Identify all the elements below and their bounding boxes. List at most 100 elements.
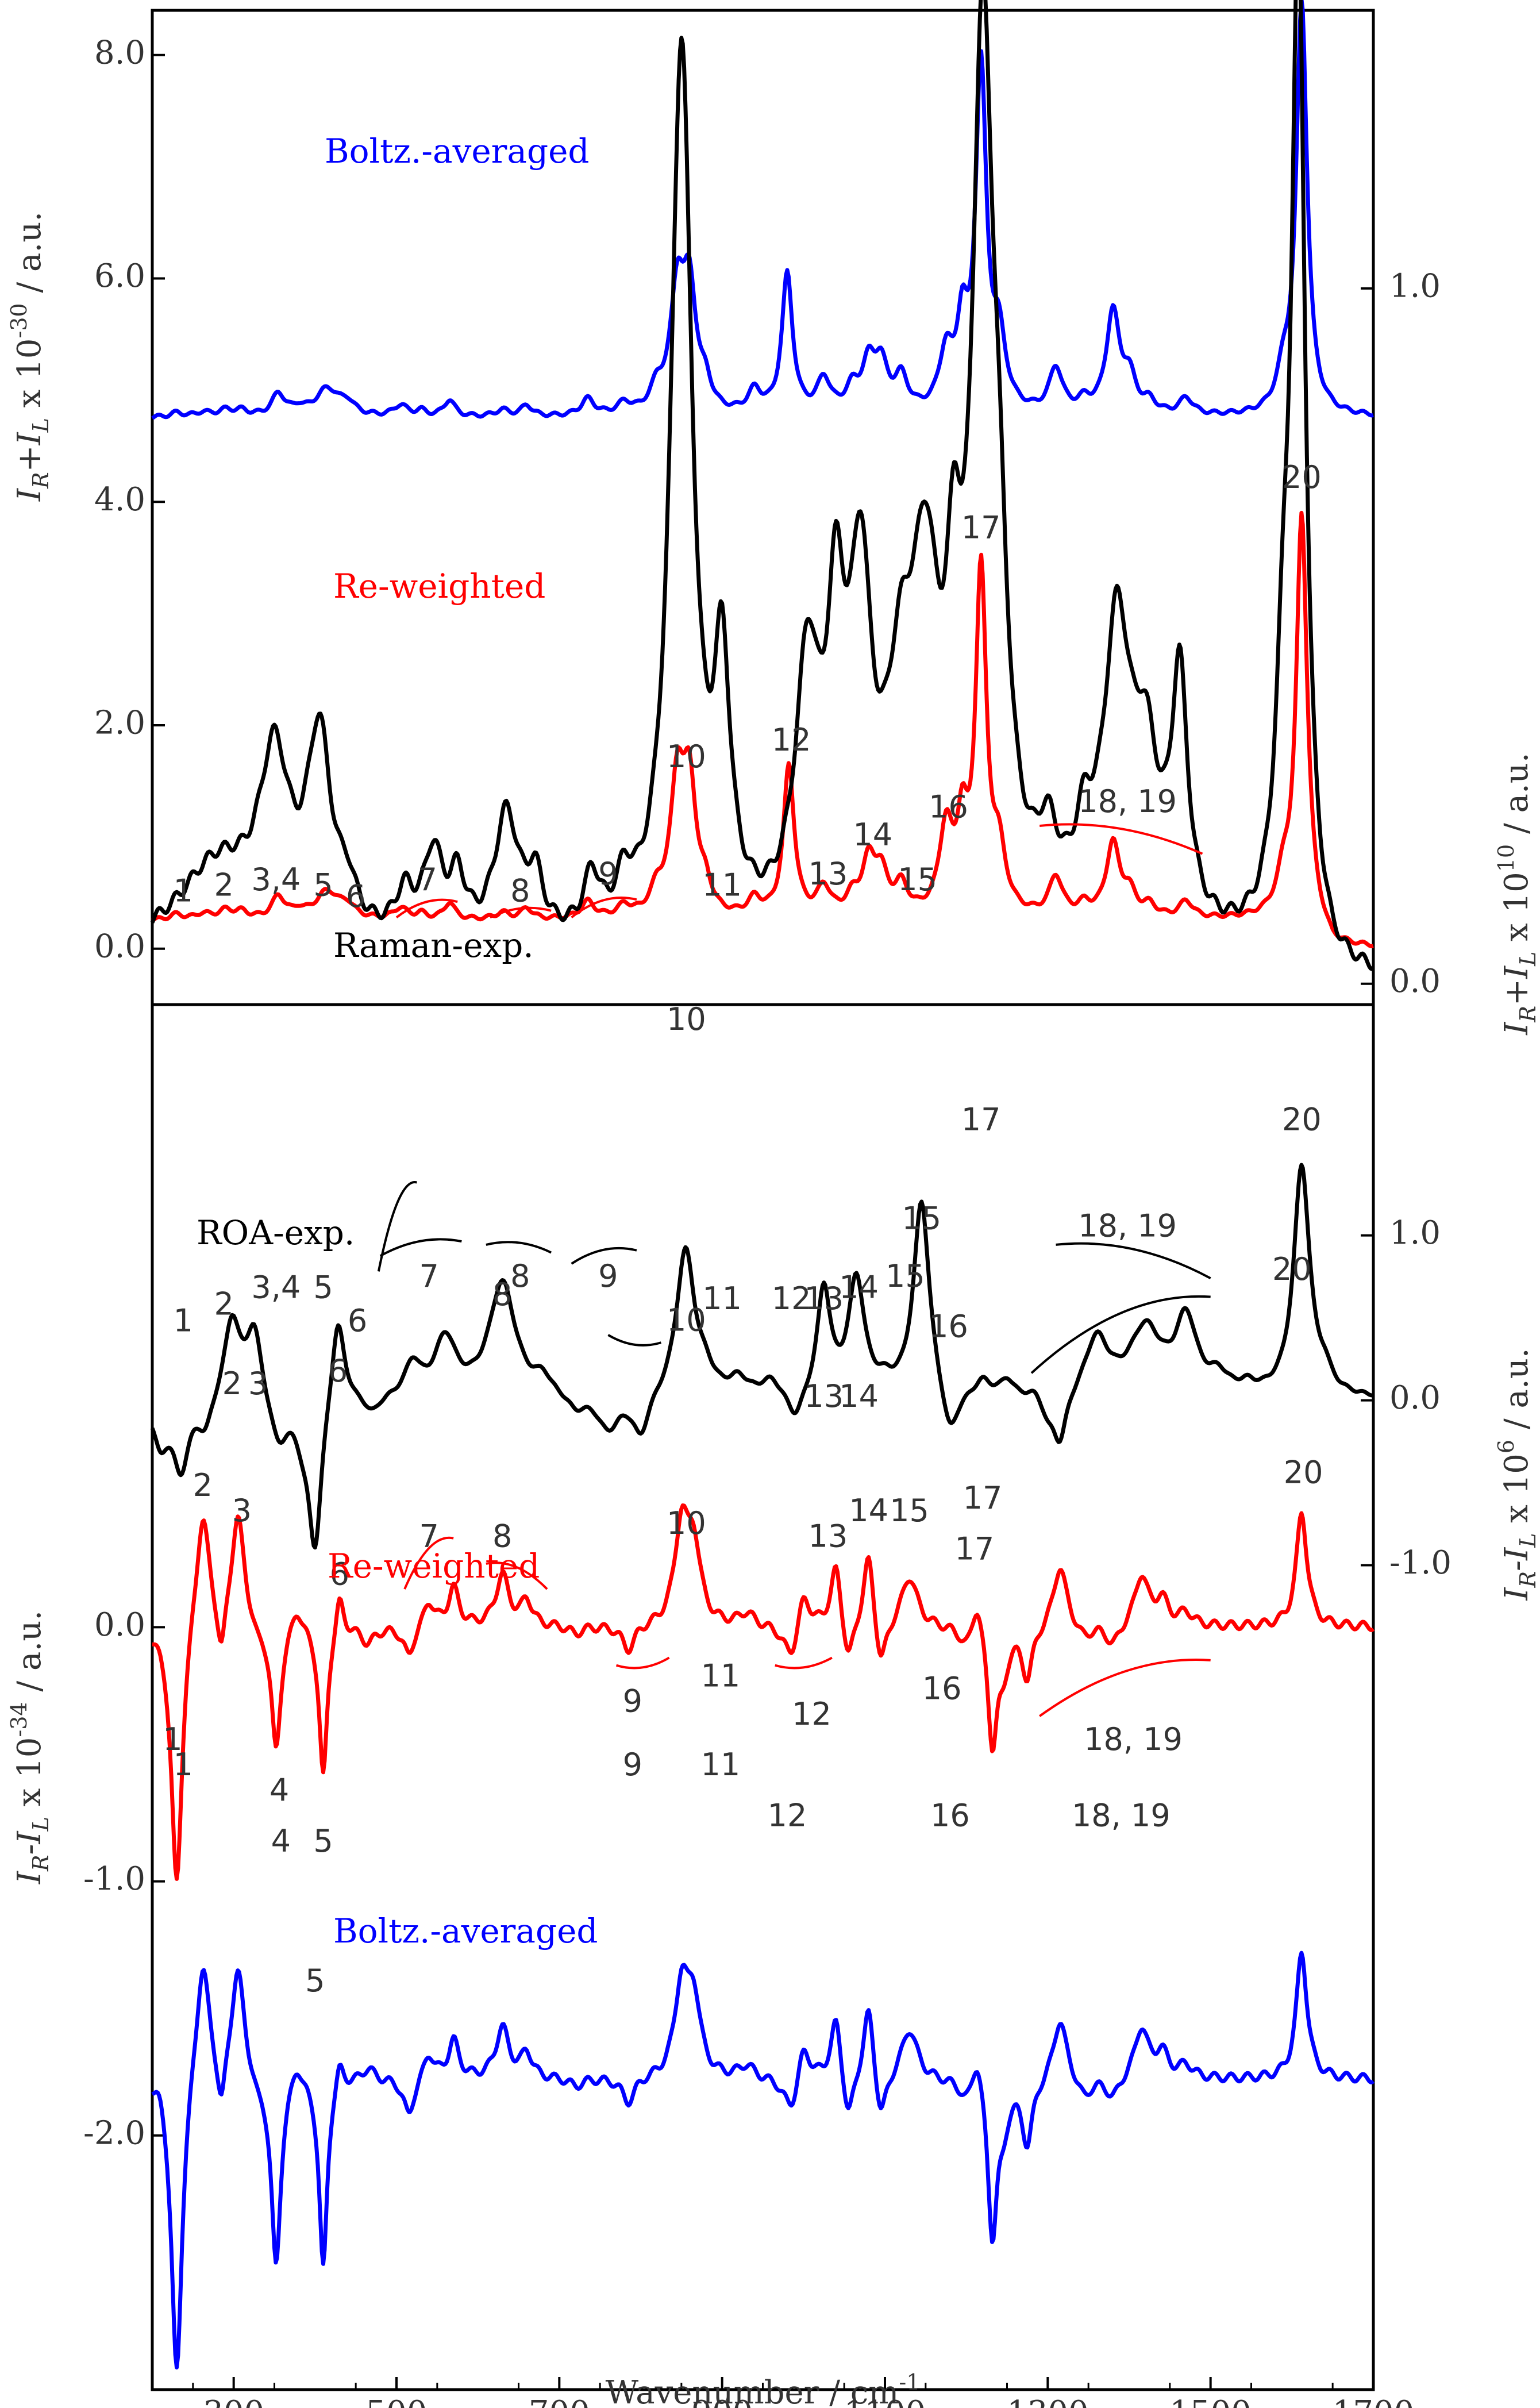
peak-label: 2: [214, 867, 233, 903]
y-axis-title-part: / a.u.: [1498, 752, 1535, 844]
peak-label: 2: [193, 1467, 213, 1503]
peak-label: 9: [598, 1258, 618, 1294]
y-axis-title-part: R: [1515, 1006, 1540, 1023]
peak-label: 16: [930, 1798, 970, 1834]
series-line-1-1: [151, 1503, 1375, 1881]
y-left-tick-label: 6.0: [94, 257, 145, 295]
peak-label: 20: [1284, 1455, 1323, 1491]
x-axis-title-sup: -1: [899, 2369, 920, 2395]
peak-label: 20: [1272, 1251, 1312, 1287]
group-bracket: [571, 1247, 637, 1265]
y-left-tick-label: 8.0: [94, 34, 145, 71]
series-line-1-0: [150, 1163, 1375, 1550]
peak-label: 5: [313, 1823, 333, 1859]
y-axis-title-part: L: [1515, 1533, 1540, 1548]
group-bracket: [395, 898, 458, 918]
y-right-tick-label: -1.0: [1389, 1544, 1452, 1582]
group-bracket: [486, 1561, 548, 1590]
peak-label: 16: [929, 788, 968, 825]
group-bracket: [1030, 1295, 1211, 1374]
y-axis-title-part: 10: [1493, 844, 1519, 872]
axis-ticks: [152, 53, 1375, 2390]
y-left-axis-title-0: IR+IL x 10-30 / a.u.: [6, 211, 53, 502]
peak-label: 17: [963, 1480, 1003, 1516]
y-left-tick-label: -1.0: [83, 1860, 145, 1898]
group-bracket: [486, 1241, 552, 1254]
series-label-raman-exp: Raman-exp.: [333, 926, 534, 965]
y-left-tick-label: 4.0: [94, 481, 145, 518]
y-axis-title-part: x 10: [1498, 872, 1535, 951]
y-right-tick-label: 0.0: [1389, 1379, 1441, 1417]
peak-label: 2: [222, 1365, 242, 1402]
group-bracket: [490, 906, 552, 919]
group-bracket: [607, 1334, 662, 1347]
y-left-axis-title-1: IR-IL x 10-34 / a.u.: [6, 1610, 53, 1884]
peak-label: 5: [305, 1963, 325, 1999]
peak-label: 4: [270, 1772, 289, 1808]
peak-label: 8: [510, 872, 530, 909]
series-line-0-2: [150, 0, 1375, 971]
peak-label: 1: [174, 1747, 193, 1783]
peak-label: 16: [929, 1308, 968, 1344]
peak-label: 7: [419, 1518, 438, 1554]
peak-label: 18, 19: [1078, 783, 1177, 820]
peak-label: 10: [667, 1001, 706, 1037]
x-tick-label: 700: [529, 2394, 590, 2408]
peak-label: 1: [174, 1303, 193, 1339]
peak-label: 14: [839, 1269, 879, 1305]
group-bracket: [571, 896, 637, 918]
peak-label: 9: [598, 856, 618, 892]
y-axis-title-part: / a.u.: [11, 1610, 48, 1702]
y-axis-title: IR+IL x 10-30 / a.u.: [6, 211, 53, 502]
series-label-roa-exp: ROA-exp.: [197, 1213, 355, 1252]
y-axis-title-part: I: [11, 487, 48, 502]
peak-label: 12: [772, 1280, 811, 1317]
peak-label: 13: [804, 1378, 844, 1414]
peak-label: 8: [492, 1518, 512, 1554]
y-left-tick-label: 0.0: [94, 928, 145, 965]
y-axis-title-part: I: [11, 1870, 48, 1884]
peak-label: 14: [849, 1493, 888, 1529]
peak-label: 3,4: [251, 861, 301, 898]
peak-label: 13: [804, 1280, 844, 1317]
y-axis-title: IR-IL x 106 / a.u.: [1493, 1348, 1540, 1601]
y-axis-title-part: -30: [6, 303, 32, 338]
series-line-0-1: [151, 510, 1375, 948]
y-axis-title-part: L: [28, 1817, 53, 1832]
y-right-tick-label: 0.0: [1389, 963, 1441, 1000]
y-axis-title-part: R: [1515, 1571, 1540, 1588]
peak-label: 13: [808, 1518, 848, 1554]
y-axis-title-part: L: [1515, 952, 1540, 967]
peak-label: 20: [1282, 1102, 1322, 1138]
y-left-tick-label: -2.0: [83, 2114, 145, 2152]
peak-label: 15: [898, 861, 937, 898]
peak-label: 4: [271, 1823, 291, 1859]
peak-label: 14: [853, 817, 892, 853]
y-axis-title-part: I: [1498, 1587, 1535, 1601]
peak-label: 7: [418, 861, 437, 898]
peak-label: 10: [667, 1302, 706, 1338]
peak-label: 15: [886, 1258, 925, 1294]
peak-label: 5: [313, 1269, 333, 1305]
y-axis-title-part: -34: [6, 1702, 32, 1737]
peak-label: 17: [961, 510, 1001, 546]
peak-label: 5: [313, 867, 333, 903]
x-tick-label: 300: [203, 2394, 264, 2408]
group-bracket: [377, 1181, 417, 1272]
y-axis-title-part: / a.u.: [1498, 1348, 1535, 1440]
series-label-boltz-top: Boltz.-averaged: [325, 132, 590, 171]
peak-label: 6: [330, 1556, 349, 1592]
axes-frame: [151, 9, 1375, 2391]
x-axis-title: Wavenumber / cm-1: [606, 2369, 921, 2408]
y-axis-title-part: R: [28, 1855, 53, 1872]
peak-label: 20: [1282, 459, 1322, 495]
peak-label: 17: [961, 1102, 1001, 1138]
x-tick-label: 1100: [844, 2394, 926, 2408]
peak-label: 11: [700, 1657, 740, 1694]
group-bracket: [615, 1656, 670, 1670]
y-axis-title-part: -I: [1498, 1547, 1535, 1571]
y-axis-title-part: 6: [1493, 1440, 1519, 1453]
peak-label: 12: [792, 1696, 831, 1732]
peak-label: 12: [768, 1798, 807, 1834]
